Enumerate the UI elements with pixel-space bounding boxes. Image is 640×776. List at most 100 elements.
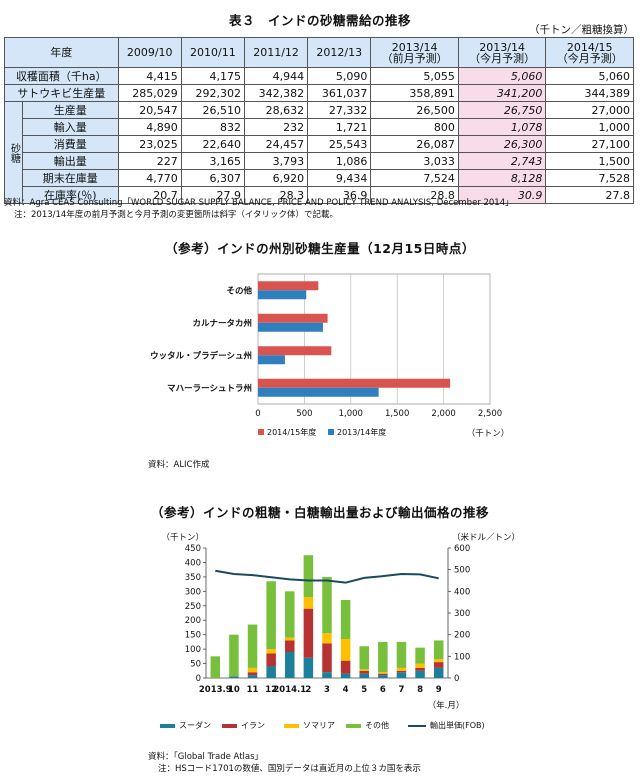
x-tick-label: 2014.1 xyxy=(273,685,306,695)
table-source: 資料：Agra CEAS Consulting「WORLD SUGAR SUPP… xyxy=(4,198,514,208)
x-tick-label: 2,500 xyxy=(478,409,502,419)
left-unit-label: （千トン） xyxy=(161,532,204,543)
bar-segment xyxy=(359,646,369,670)
right-tick-label: 300 xyxy=(454,609,470,619)
bar-segment xyxy=(378,673,388,676)
x-tick-label: 0 xyxy=(255,409,260,419)
table-cell: 800 xyxy=(370,118,459,136)
x-tick-label: 3 xyxy=(324,685,330,695)
bar-segment xyxy=(322,576,332,634)
bar-segment xyxy=(359,669,369,671)
x-tick-label: 1,500 xyxy=(385,409,409,419)
table-cell: 25,543 xyxy=(307,135,372,153)
bar-segment xyxy=(359,670,369,674)
bar-segment xyxy=(247,667,258,673)
bar-segment xyxy=(396,670,407,673)
export-chart-source: 資料：「Global Trade Atlas」 xyxy=(148,752,264,762)
bar-fy2013-14 xyxy=(258,322,323,332)
table-cell: 27,000 xyxy=(545,101,634,119)
bar-segment xyxy=(266,649,276,654)
bar-segment xyxy=(266,666,276,678)
state-chart-source: 資料：ALIC作成 xyxy=(148,460,210,470)
left-tick-label: 400 xyxy=(185,558,201,568)
bar-segment xyxy=(359,673,369,678)
bar-segment xyxy=(433,640,444,660)
bar-fy2013-14 xyxy=(258,290,307,300)
legend-label: 輸出単価(FOB) xyxy=(430,720,485,730)
bar-segment xyxy=(433,667,444,678)
export-chart-note: 注：HSコード1701の数値、国別データは直近月の上位３カ国を表示 xyxy=(158,764,421,774)
table-row: 在庫率(％) 20.7 27.9 28.3 36.9 28.8 30.9 27.8 xyxy=(5,186,634,204)
table-cell: 28.8 xyxy=(370,186,459,204)
x-tick-label: 2,000 xyxy=(431,409,455,419)
col-header: 2013/14 （今月予測） xyxy=(457,37,547,68)
table-cell: 3,165 xyxy=(180,152,245,170)
bar-segment xyxy=(303,608,314,658)
header-year-label: 年度 xyxy=(4,37,119,68)
legend-label: その他 xyxy=(365,720,389,730)
bar-segment xyxy=(415,647,425,664)
bar-fy2014-15 xyxy=(258,313,328,323)
bar-fy2013-14 xyxy=(258,355,285,365)
x-tick-label: 9 xyxy=(436,685,442,695)
legend-label: ソマリア xyxy=(303,721,335,730)
bar-segment xyxy=(285,591,295,638)
x-tick-label: 2013.9 xyxy=(199,685,232,695)
table-cell: 22,640 xyxy=(180,135,245,153)
table-note: 注：2013/14年度の前月予測と今月予測の変更箇所は斜字（イタリック体）で記載… xyxy=(14,210,338,220)
right-tick-label: 600 xyxy=(454,544,470,554)
x-tick-label: 500 xyxy=(296,409,312,419)
bar-segment xyxy=(229,676,239,678)
bar-segment xyxy=(303,657,314,678)
bar-segment xyxy=(247,672,258,676)
table-cell: 8,128 xyxy=(457,169,547,187)
bar-segment xyxy=(266,653,276,667)
bar-segment xyxy=(210,656,221,678)
x-tick-label: 7 xyxy=(399,685,405,695)
x-tick-label: 6 xyxy=(380,685,386,695)
table-cell: 4,175 xyxy=(180,67,245,85)
export-price-line xyxy=(215,569,439,584)
legend-label: スーダン xyxy=(179,720,211,730)
table-cell: 20.7 xyxy=(117,186,182,204)
bar-segment xyxy=(396,641,407,668)
x-tick-label: 10 xyxy=(228,685,240,695)
table-unit: （千トン／粗糖換算） xyxy=(529,24,634,36)
export-chart-title: （参考）インドの粗糖・白糖輸出量および輸出価格の推移 xyxy=(150,505,489,520)
table-row: 収穫面積（千ha） 4,415 4,175 4,944 5,090 5,055 5,060 5… xyxy=(4,67,634,85)
row-label: 輸出量 xyxy=(22,152,119,170)
legend-label: 2014/15年度 xyxy=(267,427,316,437)
table-cell: 5,060 xyxy=(545,67,634,85)
row-label: 在庫率(％) xyxy=(22,186,119,204)
table-cell: 26,300 xyxy=(457,135,547,153)
x-tick-label: 12 xyxy=(265,685,277,695)
x-tick-label: 5 xyxy=(361,685,367,695)
bar-segment xyxy=(266,581,276,650)
table-row: 消費量 23,025 22,640 24,457 25,543 26,087 26,300 2… xyxy=(5,135,634,153)
table-cell: 26,750 xyxy=(457,101,547,119)
legend-swatch xyxy=(258,429,264,435)
bar-segment xyxy=(303,597,314,609)
group-label: 砂糖 xyxy=(4,101,23,204)
legend-swatch xyxy=(346,724,361,728)
bar-segment xyxy=(415,670,425,678)
left-tick-label: 350 xyxy=(185,573,201,583)
category-label: マハーラーシュトラ州 xyxy=(167,384,252,394)
left-tick-label: 300 xyxy=(185,587,201,597)
bar-segment xyxy=(322,633,332,644)
x-tick-label: 8 xyxy=(417,685,423,695)
right-tick-label: 200 xyxy=(454,631,470,641)
left-tick-label: 450 xyxy=(185,544,201,554)
left-tick-label: 200 xyxy=(185,616,201,626)
right-tick-label: 100 xyxy=(454,652,470,662)
x-tick-label: 2 xyxy=(305,685,311,695)
legend-swatch xyxy=(160,724,175,728)
bar-segment xyxy=(285,637,295,641)
legend-swatch xyxy=(222,724,237,728)
table-cell: 36.9 xyxy=(307,186,372,204)
bar-segment xyxy=(378,672,388,674)
bar-segment xyxy=(247,675,258,678)
table-cell: 2,743 xyxy=(457,152,547,170)
table-cell: 361,037 xyxy=(307,84,372,102)
